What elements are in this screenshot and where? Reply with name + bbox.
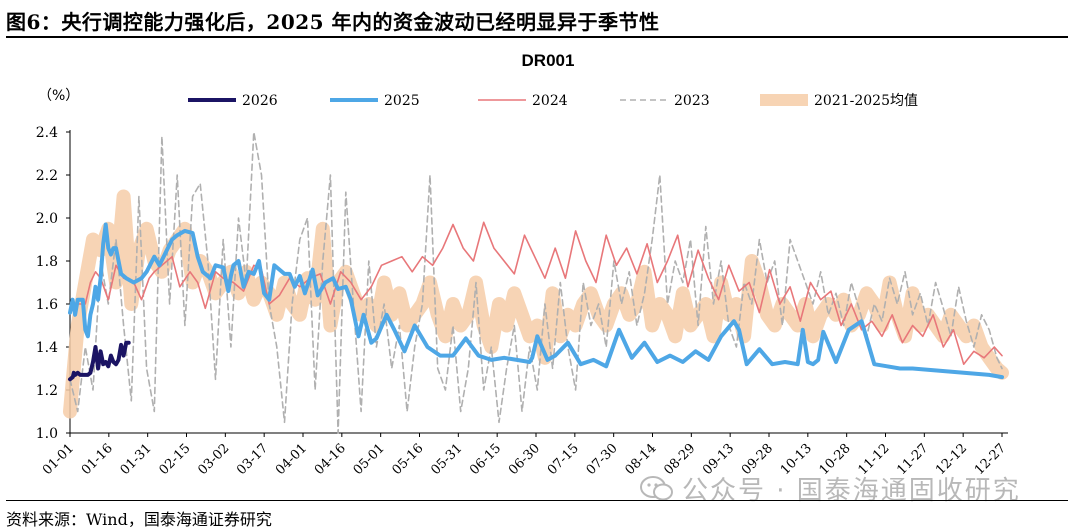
source-note: 资料来源：Wind，国泰海通证券研究 bbox=[6, 510, 272, 529]
x-tick-label: 04-16 bbox=[312, 441, 349, 478]
y-tick-label: 1.4 bbox=[36, 340, 58, 356]
x-tick-label: 05-31 bbox=[428, 441, 465, 478]
y-tick-label: 1.6 bbox=[36, 297, 58, 313]
x-tick-label: 05-16 bbox=[389, 441, 426, 478]
watermark: 公众号 · 国泰海通固收研究 bbox=[640, 470, 1021, 507]
figure-title: 图6：央行调控能力强化后，2025 年内的资金波动已经明显异于季节性 bbox=[6, 10, 660, 34]
x-tick-label: 03-17 bbox=[234, 441, 271, 478]
y-tick-label: 1.0 bbox=[36, 426, 58, 442]
legend-label-2026: 2026 bbox=[242, 93, 278, 109]
x-tick-label: 07-30 bbox=[584, 441, 621, 478]
wechat-icon bbox=[640, 475, 673, 500]
y-tick-label: 2.0 bbox=[36, 211, 58, 227]
x-tick-label: 05-01 bbox=[351, 441, 388, 478]
series-layer bbox=[63, 131, 1009, 434]
series-line-2026 bbox=[68, 340, 131, 382]
top-rule bbox=[6, 36, 1068, 38]
bottom-rule bbox=[6, 500, 1068, 501]
x-tick-label: 03-02 bbox=[195, 441, 232, 478]
legend-label-2021-2025均值: 2021-2025均值 bbox=[814, 93, 918, 109]
x-tick-label: 04-01 bbox=[273, 441, 310, 478]
x-tick-label: 06-15 bbox=[467, 441, 504, 478]
legend: 2026 2025 2024 2023 2021-2025均值 bbox=[188, 93, 918, 109]
chart-title: DR001 bbox=[522, 51, 575, 70]
legend-label-2025: 2025 bbox=[384, 93, 420, 109]
watermark-text: 公众号 · 国泰海通固收研究 bbox=[682, 476, 1021, 506]
x-tick-label: 01-16 bbox=[79, 441, 116, 478]
y-tick-label: 1.8 bbox=[36, 254, 58, 270]
x-tick-label: 02-15 bbox=[156, 441, 193, 478]
legend-label-2023: 2023 bbox=[674, 93, 710, 109]
x-tick-label: 07-15 bbox=[545, 441, 582, 478]
y-tick-label: 1.2 bbox=[36, 383, 58, 399]
x-tick-label: 01-01 bbox=[40, 441, 77, 478]
series-line-2024 bbox=[69, 221, 1003, 366]
dr001-chart: DR001 （%） 2026 2025 2024 2023 2021-2025均值 1.… bbox=[36, 51, 1009, 478]
y-axis-unit: （%） bbox=[38, 88, 79, 104]
series-line-2025 bbox=[68, 222, 1004, 380]
y-tick-label: 2.4 bbox=[36, 125, 58, 141]
y-tick-label: 2.2 bbox=[36, 168, 58, 184]
x-tick-label: 01-31 bbox=[118, 441, 155, 478]
legend-label-2024: 2024 bbox=[532, 93, 568, 109]
x-tick-label: 06-30 bbox=[506, 441, 543, 478]
